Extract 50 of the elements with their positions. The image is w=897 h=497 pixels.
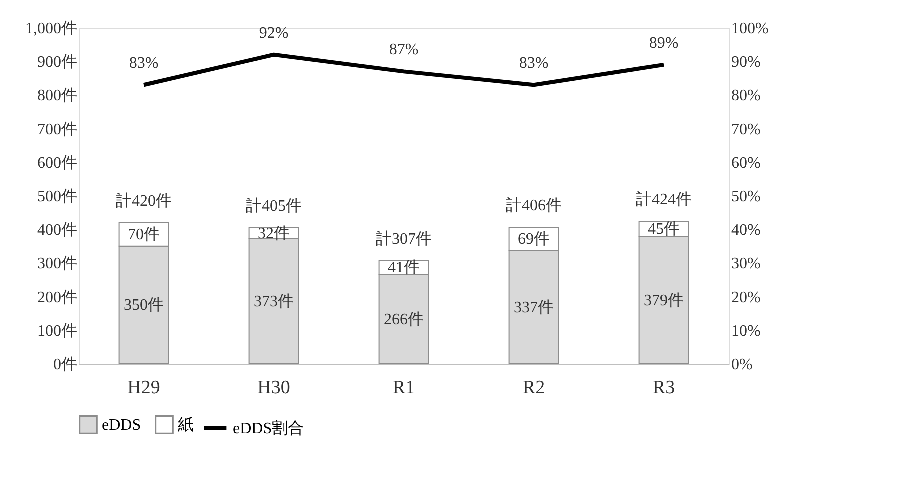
x-tick-label: H29 bbox=[128, 378, 160, 398]
data-label: 70件 bbox=[128, 226, 160, 244]
data-label: 41件 bbox=[388, 260, 420, 277]
data-label: 373件 bbox=[254, 293, 294, 310]
y-tick-label: 100件 bbox=[38, 322, 78, 340]
total-label: 計405件 bbox=[246, 196, 302, 215]
total-label: 計420件 bbox=[116, 192, 172, 210]
y2-tick-label: 100% bbox=[732, 20, 769, 38]
legend-label: eDDS bbox=[102, 416, 142, 434]
y-tick-label: 900件 bbox=[38, 54, 78, 72]
y2-tick-label: 80% bbox=[732, 88, 761, 105]
data-label: 83% bbox=[129, 55, 159, 72]
data-label: 45件 bbox=[648, 221, 680, 238]
y2-tick-label: 50% bbox=[732, 188, 761, 206]
data-label: 89% bbox=[649, 34, 679, 52]
x-tick-label: R2 bbox=[522, 378, 546, 398]
y-tick-label: 1,000件 bbox=[26, 20, 78, 38]
y2-tick-label: 20% bbox=[732, 289, 761, 306]
y2-tick-label: 0% bbox=[732, 356, 753, 374]
y2-tick-label: 40% bbox=[732, 222, 761, 240]
total-label: 計307件 bbox=[376, 230, 432, 248]
y-tick-label: 200件 bbox=[38, 289, 78, 306]
y-tick-label: 300件 bbox=[38, 256, 78, 273]
y-tick-label: 500件 bbox=[38, 188, 78, 206]
x-tick-label: H30 bbox=[258, 378, 290, 398]
legend-label: 紙 bbox=[178, 416, 194, 434]
y2-tick-label: 90% bbox=[732, 54, 761, 72]
y-tick-label: 400件 bbox=[38, 222, 78, 240]
y2-tick-label: 70% bbox=[732, 121, 761, 138]
data-label: 379件 bbox=[644, 292, 684, 310]
data-label: 87% bbox=[389, 42, 419, 59]
legend-label: eDDS割合 bbox=[233, 420, 304, 438]
x-tick-label: R1 bbox=[392, 378, 416, 398]
y2-tick-label: 10% bbox=[732, 322, 761, 340]
data-label: 337件 bbox=[514, 299, 554, 316]
y2-tick-label: 60% bbox=[732, 154, 761, 172]
y2-tick-label: 30% bbox=[732, 256, 761, 273]
data-label: 83% bbox=[519, 55, 549, 72]
total-label: 計424件 bbox=[636, 190, 692, 209]
total-label: 計406件 bbox=[506, 196, 562, 215]
y-tick-label: 0件 bbox=[54, 356, 78, 374]
data-label: 266件 bbox=[384, 311, 424, 328]
data-label: 32件 bbox=[258, 225, 290, 242]
data-label: 350件 bbox=[124, 297, 164, 314]
data-label: 92% bbox=[259, 24, 289, 42]
x-tick-label: R3 bbox=[652, 378, 676, 398]
y-tick-label: 800件 bbox=[38, 88, 78, 105]
y-tick-label: 600件 bbox=[38, 154, 78, 172]
data-label: 69件 bbox=[518, 231, 550, 248]
y-tick-label: 700件 bbox=[38, 121, 78, 138]
